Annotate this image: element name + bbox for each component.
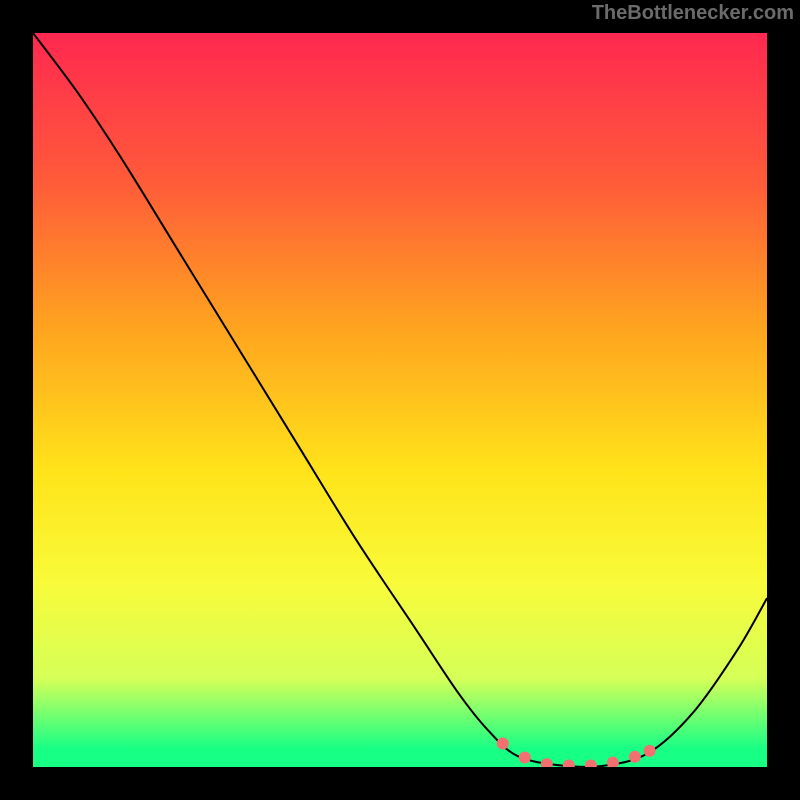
sweet-spot-marker <box>629 751 641 763</box>
gradient-background <box>33 33 767 767</box>
frame-left <box>0 0 33 800</box>
sweet-spot-marker <box>497 738 509 750</box>
attribution-label: TheBottlenecker.com <box>592 2 794 25</box>
sweet-spot-marker <box>519 751 531 763</box>
frame-right <box>767 0 800 800</box>
plot-area <box>33 33 767 767</box>
chart-root: TheBottlenecker.com <box>0 0 800 800</box>
frame-bottom <box>0 767 800 800</box>
sweet-spot-marker <box>644 745 656 757</box>
